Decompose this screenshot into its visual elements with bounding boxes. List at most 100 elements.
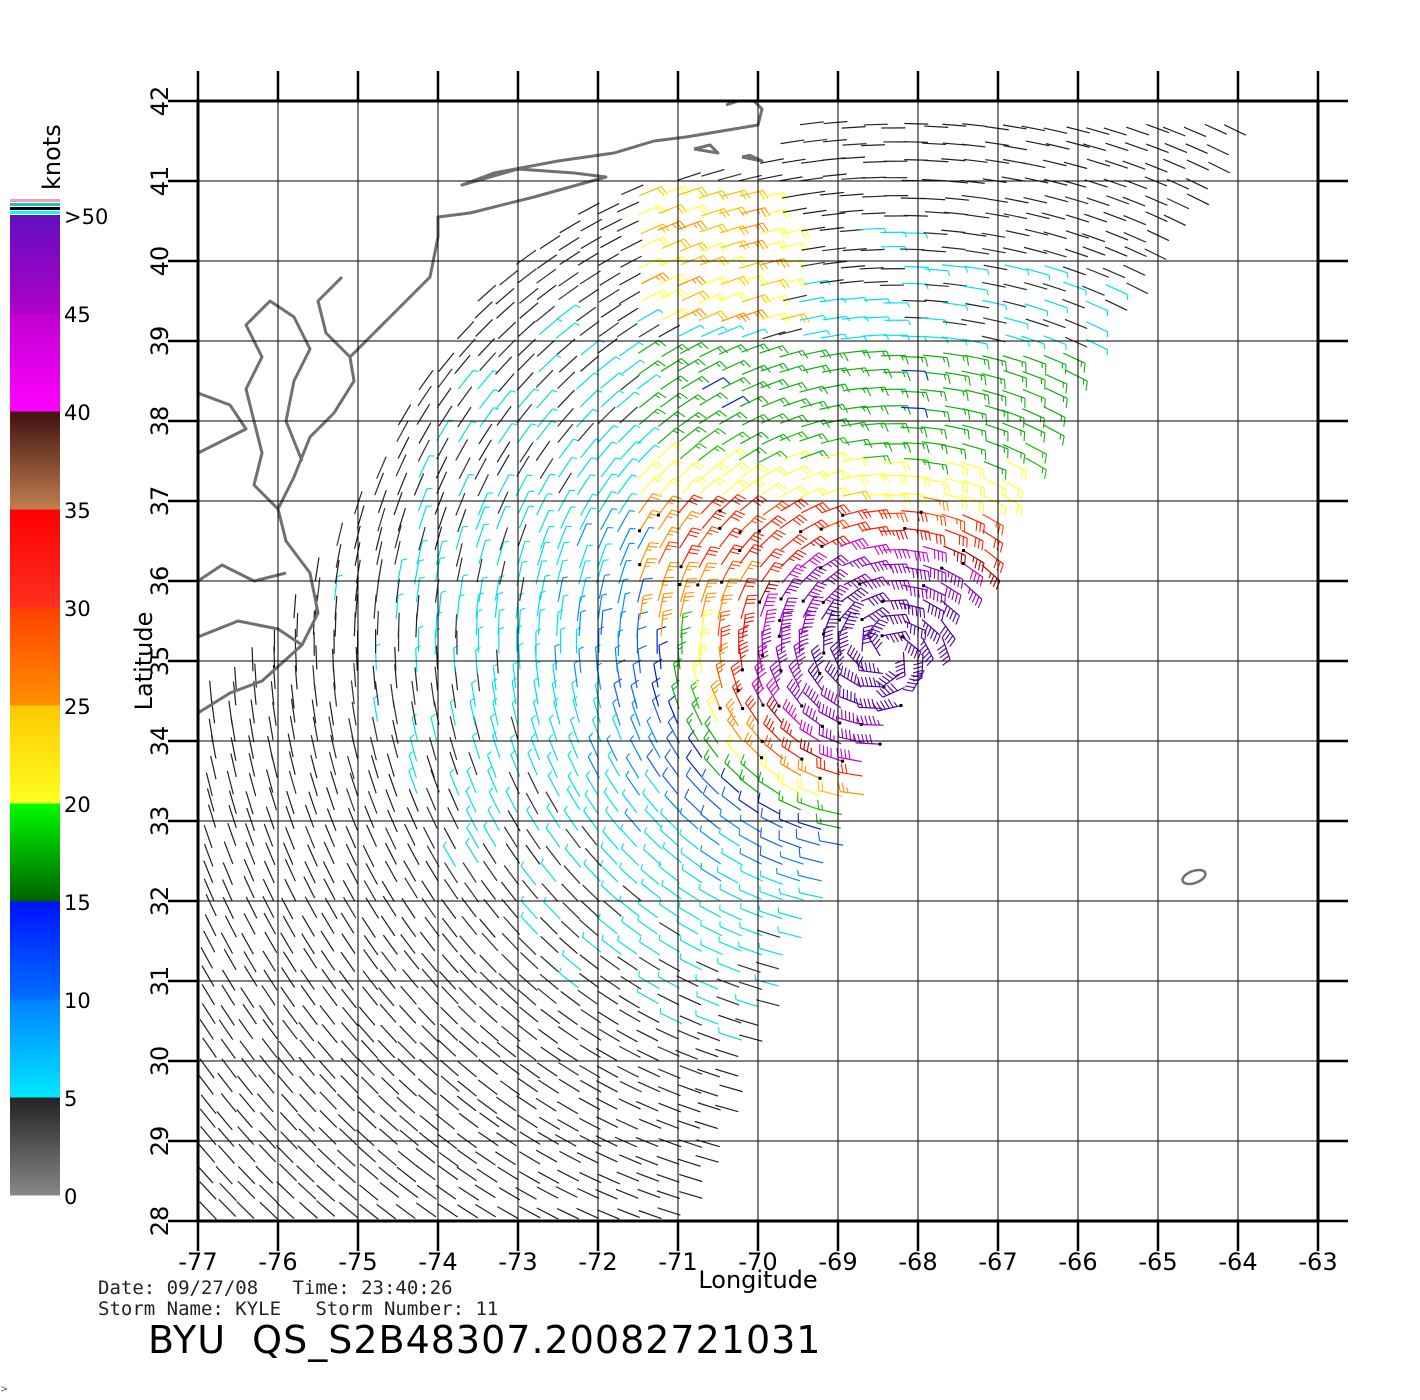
wind-barb: [519, 1006, 539, 1023]
wind-barb: [397, 436, 410, 459]
wind-barb: [1062, 180, 1087, 188]
wind-barb: [365, 863, 378, 885]
wind-barb: [864, 316, 891, 322]
wind-barb: [284, 878, 297, 901]
wind-barb: [209, 680, 213, 705]
wind-barb: [700, 845, 721, 865]
wind-barb: [251, 647, 254, 672]
wind-barb: [734, 994, 760, 1008]
wind-barb: [677, 172, 701, 181]
wind-barb: [700, 276, 730, 286]
colorbar-segment-0-5: [10, 1097, 60, 1196]
wind-barb: [822, 247, 847, 252]
wind-barb: [696, 991, 720, 1007]
wind-barb: [678, 186, 708, 197]
wind-barb: [380, 1024, 398, 1044]
wind-barb: [374, 472, 384, 496]
latitude-tick-label: 41: [146, 166, 174, 197]
wind-barb: [617, 424, 641, 443]
wind-barb: [943, 460, 969, 477]
wind-barb: [715, 1048, 739, 1058]
wind-barb: [941, 246, 966, 251]
wind-barb: [902, 584, 928, 600]
wind-barb: [397, 472, 408, 496]
wind-barb: [1025, 457, 1047, 480]
wind-barb: [1162, 126, 1186, 137]
wind-barb: [258, 1074, 275, 1094]
wind-barb: [884, 319, 911, 326]
wind-barb: [441, 899, 457, 920]
wind-barb: [575, 626, 582, 654]
wind-barb: [272, 701, 277, 726]
wind-barb: [242, 1003, 257, 1025]
wind-barb: [697, 1102, 721, 1111]
wind-barb: [454, 614, 458, 639]
wind-barb: [1042, 424, 1065, 446]
wind-barb: [882, 563, 911, 574]
wind-barb: [498, 973, 517, 991]
wind-barb: [530, 715, 539, 742]
wind-barb: [394, 646, 397, 671]
wind-barb: [1042, 318, 1066, 329]
wind-barb: [778, 278, 808, 288]
wind-barb: [255, 1165, 274, 1184]
wind-barb: [839, 193, 864, 197]
wind-barb: [399, 1129, 419, 1146]
wind-barb: [366, 824, 377, 847]
wind-barb: [576, 474, 596, 496]
wind-barb: [1206, 144, 1229, 156]
wind-barb: [203, 930, 216, 953]
wind-barb: [501, 953, 520, 972]
wind-barb: [558, 472, 572, 494]
wind-barb: [557, 1025, 579, 1041]
wind-barb: [837, 782, 865, 796]
wind-barb: [236, 1109, 253, 1129]
wind-barb: [505, 786, 518, 813]
wind-barb: [198, 1074, 214, 1095]
longitude-tick-label: -73: [498, 1248, 537, 1276]
wind-barb: [803, 279, 831, 286]
wind-barb: [837, 627, 849, 656]
wind-barb: [421, 952, 438, 972]
wind-barb: [554, 1134, 577, 1147]
wind-barb: [477, 626, 484, 653]
wind-barb: [678, 220, 708, 231]
wind-barb: [1103, 211, 1127, 222]
wind-barb: [607, 750, 621, 777]
wind-barb: [694, 1120, 719, 1130]
wind-barb: [199, 1058, 215, 1079]
wind-barb: [965, 303, 990, 309]
wind-barb: [647, 732, 661, 759]
wind-barb: [558, 355, 578, 373]
wind-barb: [441, 933, 458, 953]
wind-barb: [248, 772, 257, 797]
wind-barb: [571, 679, 578, 707]
wind-barb: [263, 860, 275, 884]
wind-barb: [872, 699, 903, 712]
wind-barb: [417, 487, 433, 512]
wind-barb: [701, 377, 731, 390]
wind-barb: [319, 1091, 337, 1110]
wind-barb: [982, 513, 1005, 536]
wind-barb: [638, 360, 667, 375]
wind-barb: [738, 560, 762, 583]
wind-barb: [558, 237, 580, 251]
wind-barb: [963, 265, 990, 276]
wind-barb: [354, 594, 358, 619]
wind-barb: [257, 1093, 274, 1113]
wind-barb: [719, 921, 743, 937]
wind-barb: [199, 1181, 217, 1200]
wind-barb: [454, 354, 471, 374]
wind-barb: [922, 545, 947, 563]
wind-barb: [800, 535, 829, 550]
wind-barb: [602, 826, 620, 851]
wind-barb: [307, 844, 318, 867]
wind-barb: [323, 841, 335, 865]
wind-barb: [879, 474, 908, 485]
wind-barb: [801, 226, 826, 232]
wind-barb: [715, 1068, 739, 1077]
wind-barb: [263, 969, 278, 991]
wind-barb: [538, 1028, 559, 1044]
wind-barb: [217, 1127, 235, 1147]
wind-barb: [276, 1201, 295, 1220]
